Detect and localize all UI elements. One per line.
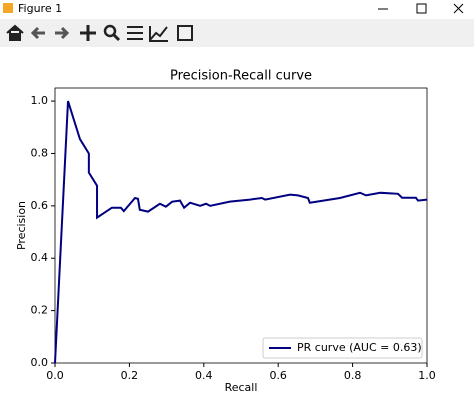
axes-frame bbox=[54, 87, 428, 364]
y-tick-label: 0.6 bbox=[31, 199, 49, 212]
chart-title: Precision-Recall curve bbox=[170, 69, 312, 84]
x-tick-label: 1.0 bbox=[418, 369, 436, 382]
y-tick-label: 1.0 bbox=[31, 94, 49, 107]
home-button[interactable] bbox=[6, 24, 24, 41]
y-tick-label: 0.2 bbox=[31, 304, 49, 317]
save-button[interactable] bbox=[177, 25, 193, 41]
back-button[interactable] bbox=[30, 26, 45, 40]
window-title: Figure 1 bbox=[18, 2, 62, 15]
y-tick-label: 0.0 bbox=[31, 356, 49, 369]
legend-label: PR curve (AUC = 0.63) bbox=[297, 341, 422, 354]
pr-curve bbox=[54, 100, 428, 364]
x-tick-label: 0.2 bbox=[121, 369, 139, 382]
x-tick-label: 0.8 bbox=[344, 369, 362, 382]
zoom-button[interactable] bbox=[103, 24, 121, 42]
configure-button[interactable] bbox=[127, 26, 143, 40]
legend bbox=[262, 337, 423, 359]
pan-button[interactable] bbox=[80, 25, 96, 41]
forward-button[interactable] bbox=[55, 26, 70, 40]
close-button[interactable] bbox=[453, 3, 464, 14]
x-tick-label: 0.4 bbox=[195, 369, 213, 382]
app-icon bbox=[3, 3, 13, 13]
maximize-button[interactable] bbox=[416, 3, 427, 14]
edit-button[interactable] bbox=[149, 26, 168, 42]
x-tick-label: 0.6 bbox=[269, 369, 287, 382]
toolbar bbox=[0, 19, 474, 47]
y-tick-label: 0.8 bbox=[31, 146, 49, 159]
y-axis-label: Precision bbox=[15, 201, 28, 250]
x-axis-label: Recall bbox=[225, 381, 258, 394]
y-tick-label: 0.4 bbox=[31, 251, 49, 264]
x-tick-label: 0.0 bbox=[46, 369, 64, 382]
title-bar bbox=[0, 0, 474, 18]
